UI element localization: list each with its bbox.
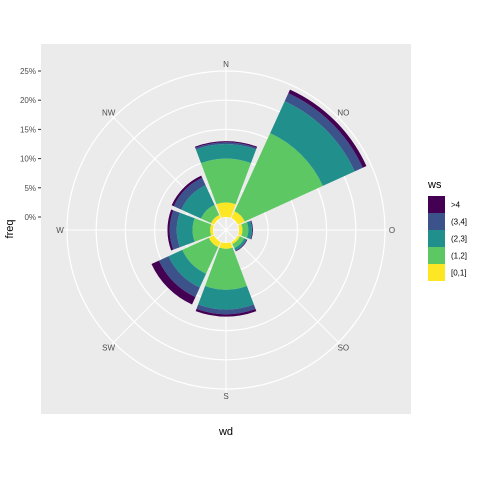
wind-bar-segment <box>198 285 254 310</box>
wind-bar-segment <box>234 133 323 222</box>
wind-bar-segment <box>219 242 233 249</box>
wind-bar-segment <box>250 220 253 240</box>
wind-bar-segment <box>231 235 240 244</box>
legend-swatch <box>428 264 445 281</box>
direction-label: NW <box>102 109 116 118</box>
legend-swatch <box>428 230 445 247</box>
legend-swatch <box>428 196 445 213</box>
wind-bar-segment <box>181 185 215 219</box>
legend-swatch <box>428 247 445 264</box>
wind-bar-segment <box>241 222 249 238</box>
wind-bar-segment <box>158 256 200 298</box>
wind-bar-segment <box>171 175 203 207</box>
y-tick-label: 10% <box>20 155 36 164</box>
direction-label: NO <box>337 109 349 118</box>
legend-label: (1,2] <box>451 252 467 261</box>
wind-bars <box>151 89 367 317</box>
ring-gridline <box>95 99 357 361</box>
wind-bar-segment <box>208 235 221 248</box>
legend-title: ws <box>427 179 442 191</box>
wind-bar-segment <box>196 304 256 315</box>
direction-label: O <box>389 226 395 235</box>
wind-bar-segment <box>232 236 245 249</box>
wind-bar-segment <box>182 237 219 274</box>
radial-gridline <box>225 229 344 348</box>
x-axis-label: wd <box>218 426 233 438</box>
legend-label: (3,4] <box>451 218 467 227</box>
wind-bar-segment <box>210 224 214 236</box>
legend-label: >4 <box>451 201 461 210</box>
wind-bar-segment <box>270 101 355 186</box>
direction-label: SW <box>102 343 115 352</box>
y-tick-label: 0% <box>24 213 36 222</box>
wind-bar-segment <box>195 308 257 317</box>
wind-bar-segment <box>231 211 245 225</box>
direction-labels: N NO O SO S SW W NW <box>56 60 395 401</box>
wind-bar-segment <box>169 210 180 250</box>
wind-bar-segment <box>250 220 254 240</box>
wind-bar-segment <box>216 202 236 218</box>
y-tick-label: 25% <box>20 67 36 76</box>
wind-bar-segment <box>284 93 363 172</box>
legend-swatch <box>428 213 445 230</box>
legend-label: [0,1] <box>451 269 467 278</box>
wind-bar-segment <box>176 212 195 248</box>
wind-bar-segment <box>173 177 206 210</box>
wind-bar-segment <box>195 144 257 164</box>
wind-bar-segment <box>200 204 220 224</box>
wind-bar-segment <box>195 142 257 150</box>
wind-bar-segment <box>168 249 207 288</box>
y-axis-ticks: 0% 5% 10% 15% 20% 25% <box>20 67 41 222</box>
wind-bar-segment <box>167 209 174 251</box>
y-axis-label: freq <box>4 220 16 239</box>
legend: ws >4 (3,4] (2,3] (1,2] [0,1] <box>427 179 467 281</box>
y-tick-label: 15% <box>20 125 36 134</box>
wind-bar-segment <box>192 218 212 242</box>
legend-label: (2,3] <box>451 235 467 244</box>
wind-bar-segment <box>246 220 252 240</box>
ring-gridline <box>124 128 328 332</box>
wind-bar-segment <box>205 247 247 290</box>
wind-bar-segment <box>234 238 247 251</box>
direction-label: S <box>223 392 228 401</box>
direction-label: SO <box>338 343 350 352</box>
ring-gridline <box>66 70 386 390</box>
direction-label: W <box>56 226 64 235</box>
y-tick-label: 20% <box>20 96 36 105</box>
y-tick-label: 5% <box>24 184 36 193</box>
wind-bar-segment <box>194 141 258 148</box>
wind-bar-segment <box>238 224 243 236</box>
wind-bar-segment <box>200 158 252 205</box>
wind-bar-segment <box>210 214 221 225</box>
direction-label: N <box>223 60 229 69</box>
wind-bar-segment <box>151 260 196 305</box>
